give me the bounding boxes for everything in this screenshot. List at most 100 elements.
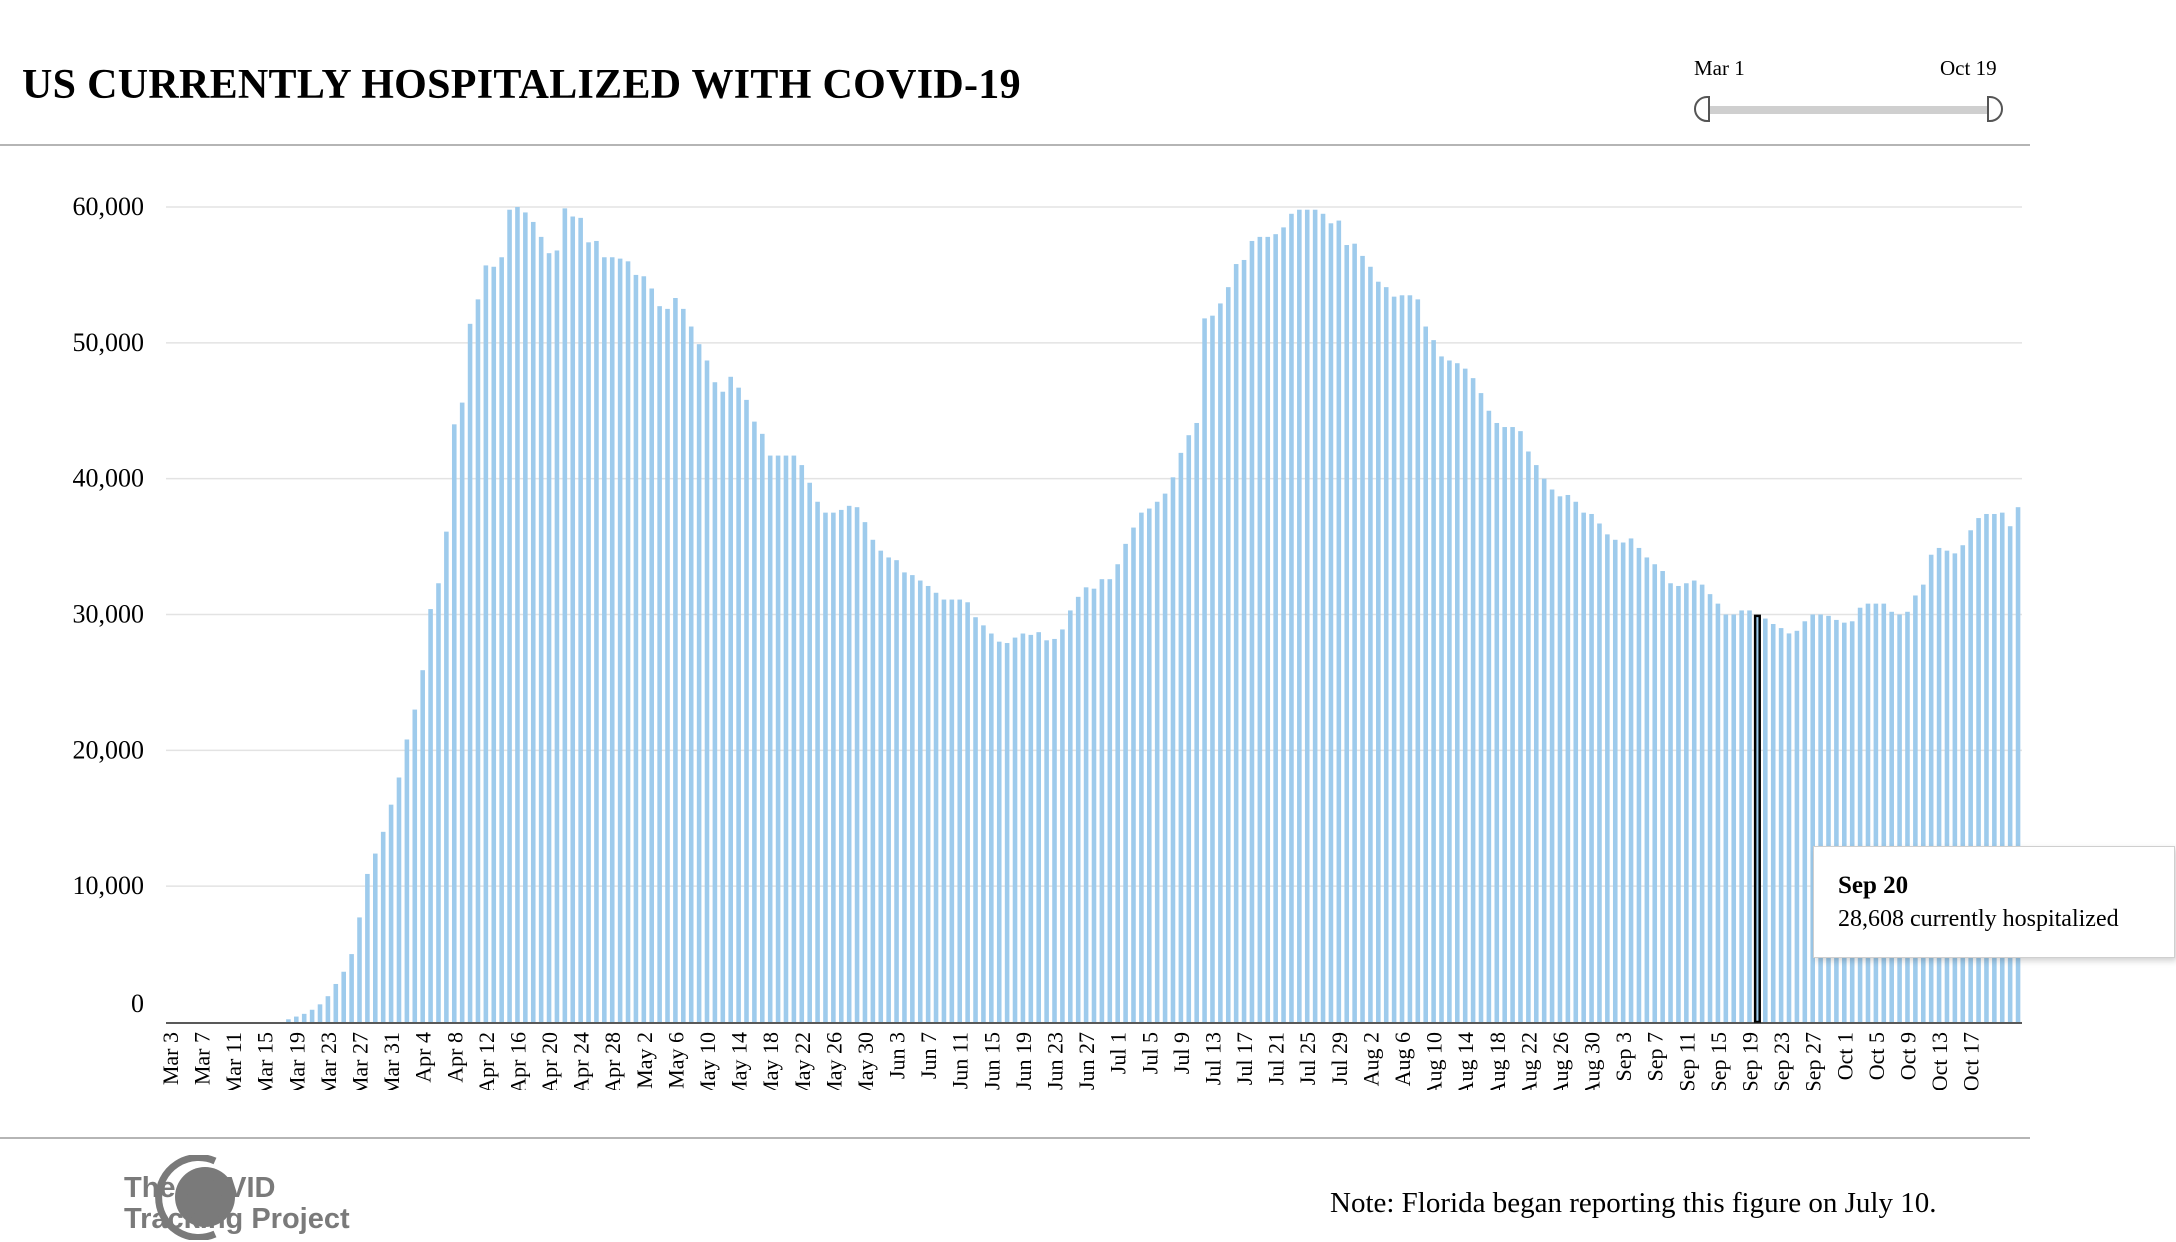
chart-bar[interactable]	[1383, 287, 1389, 1022]
chart-bar[interactable]	[578, 217, 583, 1022]
chart-bar[interactable]	[380, 831, 386, 1022]
chart-bar[interactable]	[1533, 465, 1539, 1023]
chart-bar[interactable]	[696, 344, 702, 1022]
chart-bar[interactable]	[1099, 579, 1105, 1022]
chart-bar[interactable]	[1826, 615, 1831, 1022]
chart-bar[interactable]	[1202, 318, 1207, 1022]
chart-bar[interactable]	[1842, 622, 1847, 1022]
chart-bar[interactable]	[1249, 240, 1255, 1023]
chart-bar[interactable]	[436, 583, 441, 1022]
chart-bar[interactable]	[428, 609, 433, 1022]
chart-bar[interactable]	[286, 1019, 291, 1022]
chart-bar[interactable]	[1763, 618, 1768, 1022]
chart-bar[interactable]	[1691, 580, 1697, 1022]
covid-tracking-project-logo-icon[interactable]	[32, 1155, 372, 1240]
chart-bar[interactable]	[1328, 223, 1334, 1023]
chart-bar[interactable]	[1589, 513, 1594, 1022]
chart-bar[interactable]	[1770, 624, 1776, 1022]
chart-bar[interactable]	[1952, 553, 1958, 1022]
chart-bar[interactable]	[1368, 266, 1373, 1022]
chart-bar[interactable]	[649, 288, 655, 1023]
chart-bar[interactable]	[688, 326, 694, 1022]
chart-bar[interactable]	[949, 599, 955, 1022]
chart-bar[interactable]	[996, 641, 1002, 1022]
chart-bar[interactable]	[1210, 315, 1215, 1022]
chart-bar[interactable]	[957, 599, 963, 1022]
chart-bar[interactable]	[546, 253, 552, 1022]
chart-bar[interactable]	[1012, 637, 1018, 1022]
chart-bar[interactable]	[1391, 296, 1397, 1022]
chart-bar[interactable]	[1455, 363, 1460, 1022]
chart-bar[interactable]	[412, 709, 418, 1022]
chart-bar[interactable]	[1336, 220, 1342, 1022]
chart-bar[interactable]	[791, 455, 797, 1023]
chart-bar[interactable]	[1028, 634, 1034, 1023]
chart-bar[interactable]	[1541, 478, 1547, 1022]
chart-bar[interactable]	[1036, 632, 1041, 1022]
chart-bar[interactable]	[894, 560, 899, 1022]
chart-bar[interactable]	[1257, 236, 1263, 1022]
chart-bar[interactable]	[1834, 619, 1839, 1022]
chart-bar[interactable]	[807, 482, 812, 1022]
chart-bar[interactable]	[775, 455, 781, 1023]
chart-bar[interactable]	[838, 509, 844, 1022]
chart-bar[interactable]	[1684, 583, 1689, 1022]
chart-bar[interactable]	[1699, 584, 1705, 1022]
chart-bar[interactable]	[1083, 587, 1089, 1022]
chart-bar[interactable]	[1289, 213, 1294, 1022]
chart-bar[interactable]	[507, 209, 512, 1023]
chart-bar[interactable]	[1526, 451, 1531, 1023]
chart-bar[interactable]	[1849, 621, 1855, 1022]
chart-bar[interactable]	[459, 402, 465, 1023]
chart-bar[interactable]	[1004, 643, 1010, 1022]
date-range-start-handle[interactable]	[1694, 96, 1710, 122]
chart-bar[interactable]	[1170, 477, 1176, 1022]
chart-bar[interactable]	[1605, 534, 1610, 1022]
chart-bar[interactable]	[333, 983, 339, 1022]
chart-bar[interactable]	[846, 505, 852, 1023]
chart-bar[interactable]	[1565, 494, 1571, 1023]
chart-bar[interactable]	[657, 306, 662, 1022]
chart-bar[interactable]	[1020, 633, 1026, 1022]
chart-bar[interactable]	[1628, 538, 1634, 1022]
chart-bar[interactable]	[712, 382, 718, 1022]
chart-bar[interactable]	[420, 670, 425, 1022]
chart-bar[interactable]	[444, 531, 449, 1022]
chart-bar[interactable]	[1794, 630, 1800, 1022]
chart-bar[interactable]	[1707, 594, 1713, 1023]
chart-bar[interactable]	[1913, 595, 1918, 1022]
chart-bar[interactable]	[925, 585, 931, 1022]
chart-bar[interactable]	[538, 236, 544, 1022]
chart-bar[interactable]	[1897, 614, 1902, 1023]
chart-bar[interactable]	[1778, 628, 1784, 1022]
chart-bar[interactable]	[665, 308, 670, 1023]
chart-bar[interactable]	[1992, 513, 1997, 1022]
chart-bar[interactable]	[1146, 508, 1152, 1022]
chart-bar[interactable]	[1715, 603, 1721, 1022]
chart-bar[interactable]	[1344, 245, 1350, 1022]
chart-bar[interactable]	[767, 455, 773, 1023]
chart-bar[interactable]	[760, 433, 765, 1023]
date-range-track[interactable]	[1700, 106, 1995, 114]
chart-bar[interactable]	[886, 557, 891, 1022]
chart-bar[interactable]	[641, 276, 647, 1022]
chart-bar[interactable]	[373, 853, 378, 1022]
chart-bar[interactable]	[870, 539, 876, 1022]
chart-bar[interactable]	[1747, 610, 1752, 1022]
chart-bar[interactable]	[1123, 543, 1128, 1022]
chart-bar[interactable]	[902, 572, 907, 1022]
chart-bar[interactable]	[570, 216, 576, 1022]
chart-bar[interactable]	[933, 592, 939, 1022]
chart-bar[interactable]	[1233, 264, 1239, 1022]
chart-bar[interactable]	[1612, 539, 1618, 1022]
chart-bar[interactable]	[396, 777, 402, 1023]
chart-bar[interactable]	[562, 208, 568, 1023]
chart-bar[interactable]	[1660, 571, 1665, 1022]
chart-bar[interactable]	[1052, 638, 1057, 1022]
chart-bar[interactable]	[1131, 527, 1136, 1022]
chart-bar[interactable]	[294, 1016, 299, 1022]
chart-bar[interactable]	[1928, 554, 1934, 1022]
chart-bar[interactable]	[317, 1004, 323, 1022]
chart-bar[interactable]	[1857, 607, 1863, 1022]
chart-bar[interactable]	[1415, 299, 1421, 1022]
